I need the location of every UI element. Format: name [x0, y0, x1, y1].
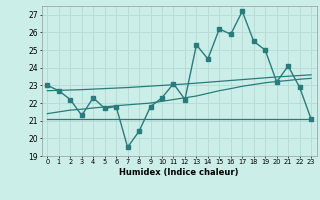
X-axis label: Humidex (Indice chaleur): Humidex (Indice chaleur)	[119, 168, 239, 177]
